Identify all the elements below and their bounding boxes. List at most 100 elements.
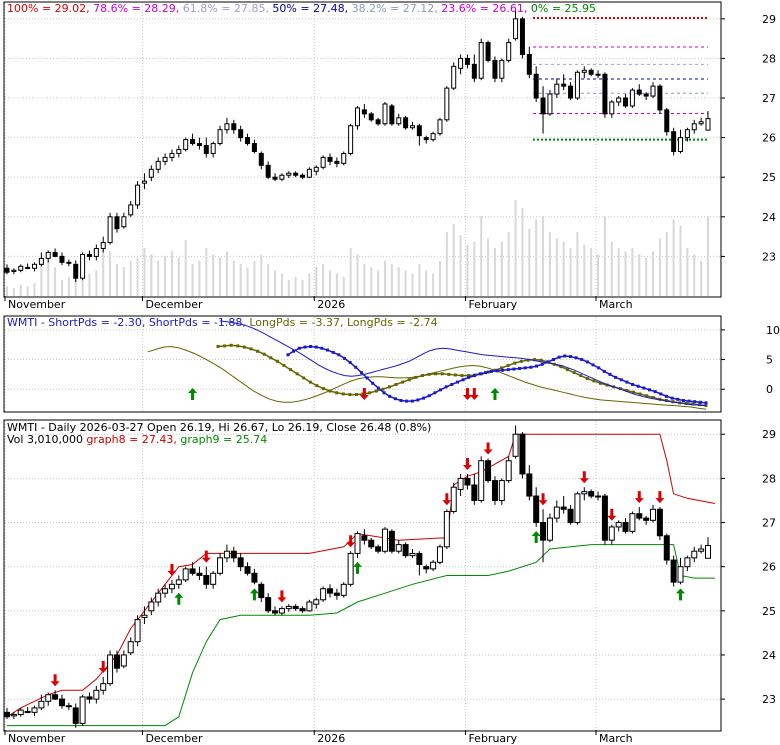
band-down-arrow [579, 471, 589, 484]
p1-candle-up [547, 93, 553, 115]
short-pds-line-a-marker [642, 386, 646, 390]
p1-candle-up [437, 119, 443, 135]
p1-candle-down [526, 53, 532, 75]
volume-bar [40, 264, 43, 296]
p3-candle-down [244, 566, 251, 574]
volume-bar [136, 257, 139, 296]
volume-bar [411, 273, 414, 296]
volume-bar [631, 248, 634, 296]
p3-candle-down [464, 477, 471, 486]
long-pds-line-b-marker [335, 391, 339, 395]
volume-bar [645, 257, 648, 296]
p1-candle-down [361, 109, 367, 115]
p3-candle-down [327, 588, 334, 594]
volume-bar [26, 286, 29, 296]
long-pds-line-b-marker [533, 358, 537, 362]
p3-candle-down [258, 583, 265, 599]
p3-candle-down [402, 544, 409, 557]
p1-candle-down [238, 129, 244, 139]
short-pds-line-a-marker [563, 354, 567, 358]
long-pds-line-b-marker [592, 379, 596, 383]
volume-bar [219, 257, 222, 296]
short-pds-line-a-marker [354, 365, 358, 369]
p3-candle-up [615, 522, 622, 528]
p1-candle-down [623, 97, 629, 107]
short-pds-line-a-marker [342, 356, 346, 360]
graph9-line [7, 544, 715, 727]
p1-candle-up [554, 83, 560, 95]
volume-bar [315, 267, 318, 296]
p3-candle-up [574, 493, 581, 524]
p3-candle-up [546, 517, 553, 541]
p1-x-label-0: November [8, 298, 66, 311]
short-pds-line-a-marker [292, 349, 296, 353]
volume-bar [480, 216, 483, 296]
short-pds-line-a-marker [331, 350, 335, 354]
p3-candle-up [705, 544, 711, 559]
long-pds-line-b-marker [374, 389, 378, 393]
p1-x-label-1: December [145, 298, 203, 311]
long-pds-line-b-marker [368, 391, 372, 395]
volume-bar [507, 232, 510, 296]
long-pds-line-b-marker [513, 361, 517, 365]
volume-bar [33, 283, 36, 296]
volume-bar [569, 248, 572, 296]
indicator-frame [3, 315, 722, 413]
long-pds-line-b-marker [658, 397, 662, 401]
p1-candle-up [11, 269, 17, 272]
short-pds-line-a-marker [376, 386, 380, 390]
p1-candle-up [38, 257, 44, 265]
p3-candle-down [52, 694, 59, 700]
short-pds-line-a-marker [326, 348, 330, 352]
short-pds-line-b [219, 320, 707, 407]
long-pds-line-b-marker [229, 343, 233, 347]
volume-bar [624, 251, 627, 296]
p3-legend2-item-0: Vol 3,010,000 [7, 433, 83, 446]
volume-bar [301, 280, 304, 296]
p1-candle-down [636, 89, 642, 95]
fib-legend-item-4: 38.2% = 27.12, [348, 2, 438, 15]
p1-candle-up [224, 123, 230, 131]
p3-candle-down [299, 608, 306, 612]
short-pds-line-a-marker [337, 353, 341, 357]
p1-candle-down [52, 251, 58, 257]
volume-bar [54, 267, 57, 296]
long-pds-line-b-marker [249, 347, 253, 351]
volume-bar [191, 264, 194, 296]
p1-candle-down [265, 164, 271, 178]
volume-bar [555, 238, 558, 296]
long-pds-line-b-marker [242, 345, 246, 349]
short-pds-line-a-marker [286, 353, 290, 357]
p3-candle-up [436, 546, 443, 563]
short-pds-line-a-marker [422, 396, 426, 400]
volume-bar [707, 216, 709, 296]
long-pds-line-b-marker [387, 385, 391, 389]
short-pds-line-a-marker [546, 360, 550, 364]
short-pds-line-a-marker [359, 371, 363, 375]
p3-candle-up [650, 508, 657, 521]
band-down-arrow [98, 661, 108, 674]
volume-bar [253, 260, 256, 296]
p3-candle-up [162, 588, 169, 594]
volume-bar [521, 208, 524, 296]
volume-bar [597, 254, 600, 296]
p3-candle-up [340, 583, 347, 596]
short-pds-line-a-marker [523, 366, 527, 370]
p2-legend-item-0: WMTI - ShortPds = -2.30, [7, 316, 145, 329]
p1-candle-up [176, 149, 182, 154]
short-pds-line-a-marker [388, 394, 392, 398]
long-pds-line-b-marker [625, 388, 629, 392]
short-pds-line-a-marker [399, 399, 403, 403]
volume-bar [19, 284, 22, 296]
p3-x-label-4: March [599, 732, 633, 745]
p3-candle-up [478, 460, 485, 501]
p3-candle-up [65, 705, 72, 708]
short-pds-line-a-marker [314, 345, 318, 349]
p3-candle-up [698, 548, 705, 552]
price-bands-frame [3, 419, 722, 732]
p1-candle-up [80, 253, 86, 279]
p3-candle-down [423, 566, 430, 570]
p1-candle-up [31, 263, 37, 269]
p3-candle-down [485, 460, 492, 482]
volume-bar [184, 240, 187, 296]
